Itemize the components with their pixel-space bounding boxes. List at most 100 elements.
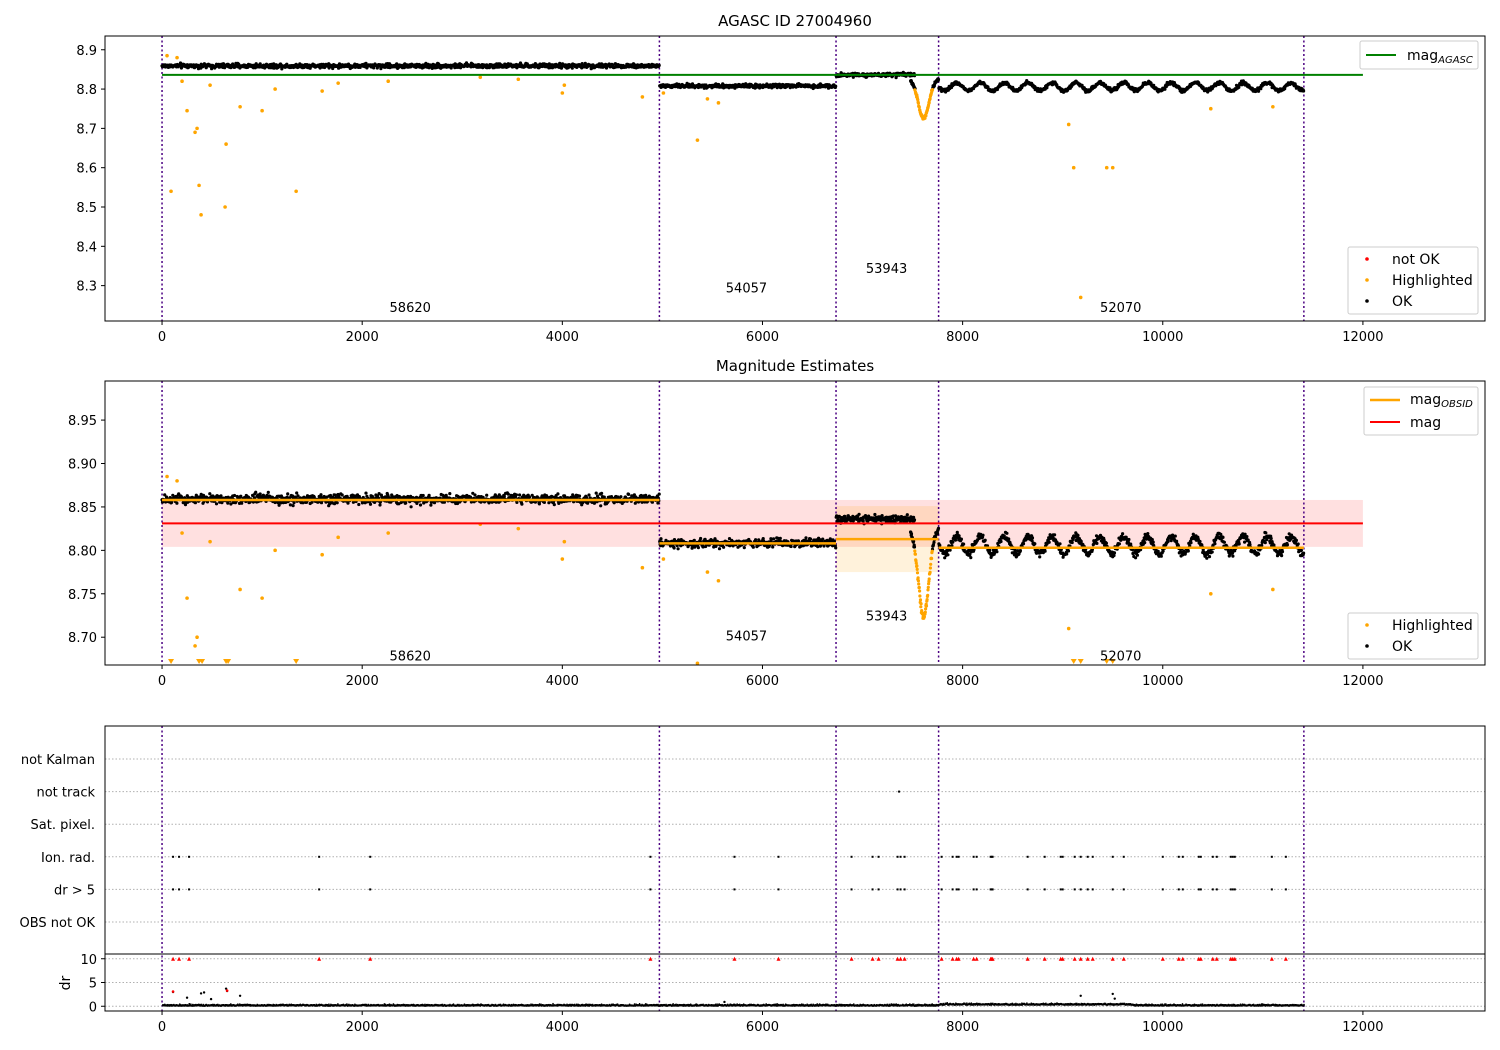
ok-point	[1095, 541, 1099, 546]
ok-point	[1030, 536, 1035, 540]
ok-point	[1112, 551, 1117, 555]
legend-swatch-not-ok	[1365, 257, 1369, 261]
ok-point	[1135, 553, 1139, 557]
highlighted-point	[208, 83, 212, 87]
highlighted-point	[1078, 295, 1083, 300]
ok-point	[518, 493, 522, 497]
ok-point	[722, 545, 726, 549]
ok-point	[742, 546, 746, 550]
ok-point	[1043, 549, 1047, 553]
y-tick-label: 8.3	[76, 280, 97, 295]
highlighted-point	[336, 81, 340, 85]
ok-point	[999, 539, 1003, 544]
ok-point	[1163, 87, 1167, 91]
ok-point	[552, 503, 556, 507]
ok-point	[946, 553, 950, 557]
highlighted-point	[238, 104, 242, 109]
ok-point	[834, 546, 838, 550]
y-tick-label: 8.6	[76, 162, 97, 177]
highlighted-point	[260, 108, 264, 113]
obsid-label: 53943	[866, 262, 907, 277]
ok-point	[789, 544, 793, 549]
ok-point	[1189, 541, 1193, 545]
ok-point	[808, 537, 813, 541]
ok-point	[193, 501, 197, 505]
legend-swatch-highlighted	[1365, 278, 1369, 282]
highlighted-point	[1271, 104, 1275, 109]
ok-point	[804, 536, 808, 540]
ok-point	[1221, 535, 1225, 540]
ok-point	[286, 492, 290, 496]
magnitude-estimates-panel: Magnitude Estimates 58620540575394352070…	[68, 357, 1486, 689]
ok-point	[211, 494, 215, 498]
highlighted-point	[1071, 165, 1076, 170]
ok-point	[1146, 532, 1150, 536]
highlighted-point	[195, 126, 199, 131]
ok-point	[816, 545, 820, 549]
ok-point	[1038, 555, 1042, 559]
ok-point	[772, 537, 776, 541]
y-tick-label: 8.4	[76, 240, 97, 255]
ok-point	[1045, 86, 1049, 90]
ok-point	[288, 503, 292, 507]
highlighted-point	[661, 91, 666, 95]
x-tick-label: 10000	[1142, 330, 1183, 345]
legend-label-main: mag	[1407, 48, 1438, 64]
ok-point	[995, 550, 999, 554]
highlighted-point	[386, 79, 391, 84]
ok-point	[254, 490, 258, 494]
ok-point	[672, 546, 676, 550]
legend-points: not OK Highlighted OK	[1347, 246, 1479, 315]
ok-point	[951, 540, 955, 544]
ok-point	[421, 493, 425, 498]
legend-label-not-ok: not OK	[1392, 252, 1440, 268]
highlighted-point	[516, 77, 521, 82]
highlighted-point	[560, 91, 565, 95]
ok-point	[556, 492, 560, 496]
legend-box	[1347, 246, 1479, 315]
ok-point	[1222, 540, 1226, 544]
ok-point	[751, 545, 755, 549]
chart-title: Magnitude Estimates	[716, 357, 874, 375]
highlighted-point	[562, 83, 567, 87]
x-tick-label: 12000	[1342, 330, 1383, 345]
ok-point	[981, 533, 985, 537]
chart-title: AGASC ID 27004960	[718, 12, 872, 30]
ok-point	[319, 493, 323, 497]
ok-point	[1076, 533, 1080, 538]
ok-point	[1198, 539, 1202, 544]
ok-point	[1257, 89, 1261, 93]
ok-point	[1186, 549, 1190, 553]
x-tick-label: 0	[158, 330, 166, 345]
x-tick-label: 4000	[546, 330, 579, 345]
obsid-label: 52070	[1100, 301, 1141, 316]
highlighted-point	[1209, 106, 1213, 111]
ok-point	[659, 537, 663, 541]
highlighted-point	[917, 105, 921, 109]
ok-point	[1302, 89, 1306, 93]
ok-point	[1005, 531, 1009, 535]
ok-point	[936, 77, 941, 81]
ok-point	[570, 66, 574, 70]
ok-point	[1159, 554, 1163, 558]
highlighted-point	[640, 95, 645, 99]
ok-point	[1007, 537, 1011, 541]
ok-point	[514, 493, 519, 497]
ok-point	[953, 538, 958, 542]
ok-point	[676, 547, 680, 551]
ok-point	[291, 504, 295, 508]
ok-point	[657, 492, 661, 496]
ok-point	[1117, 542, 1121, 546]
ok-point	[559, 66, 564, 70]
ok-point	[1058, 542, 1062, 546]
ok-point	[692, 538, 696, 542]
ok-point	[873, 512, 877, 517]
highlighted-point	[165, 53, 169, 58]
ok-point	[448, 492, 452, 496]
ok-point	[657, 63, 661, 67]
ok-point	[834, 84, 838, 88]
ok-point	[527, 495, 532, 499]
legend-swatch-ok	[1365, 299, 1369, 303]
